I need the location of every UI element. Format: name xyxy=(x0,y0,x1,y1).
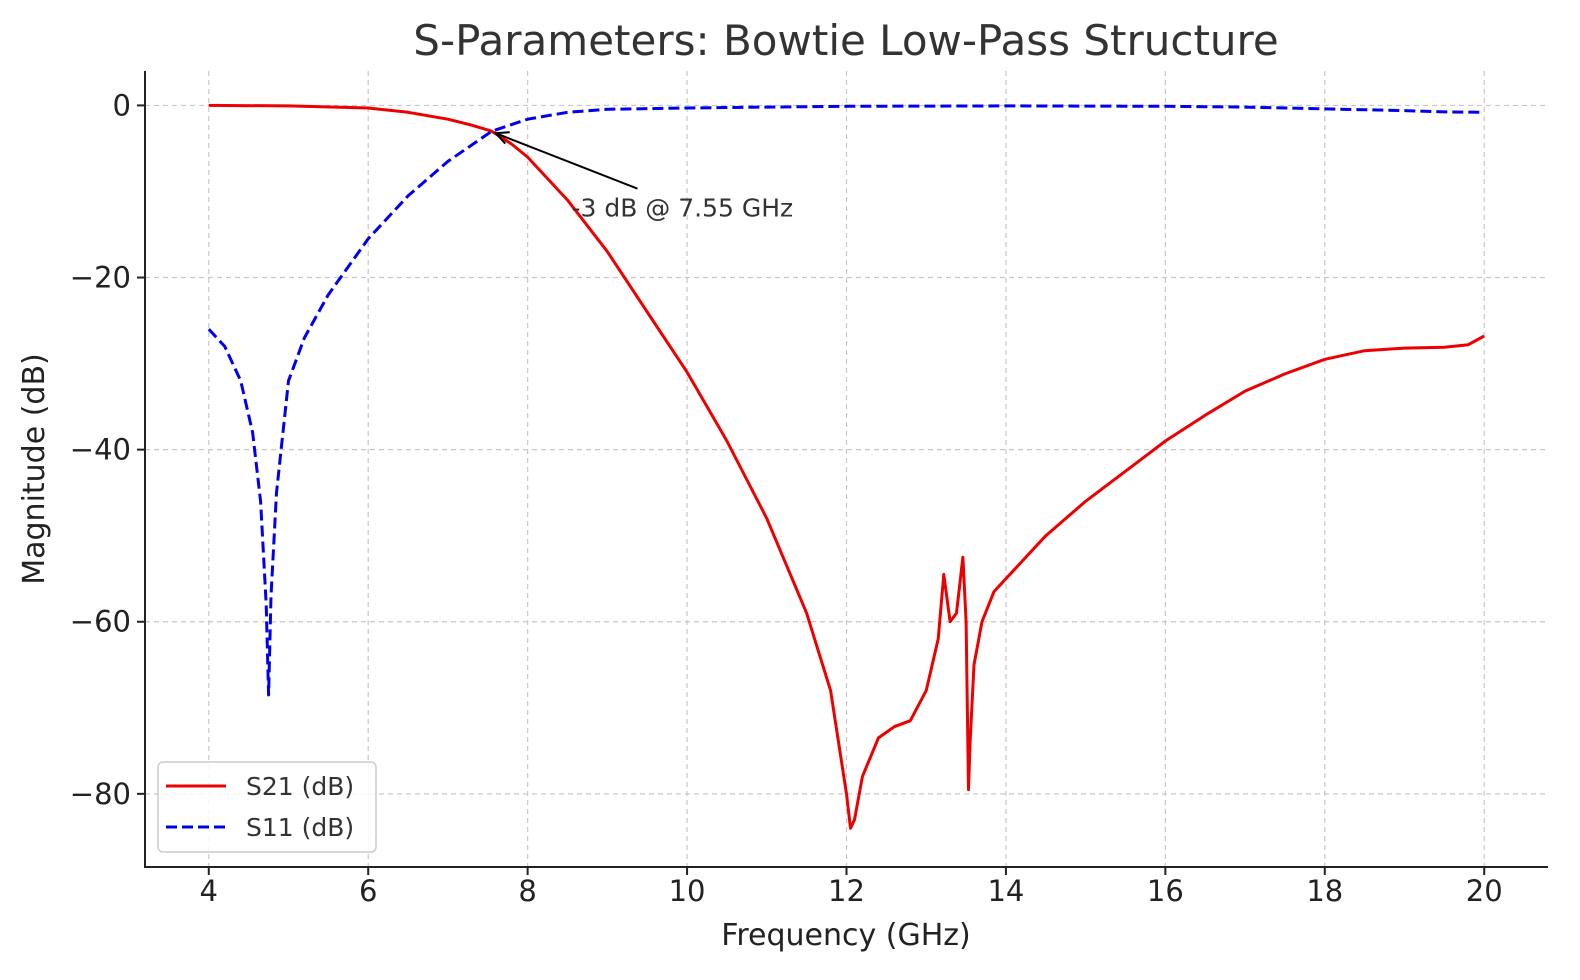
grid-layer xyxy=(145,71,1548,867)
x-tick-label: 4 xyxy=(200,874,218,908)
series-line-s21 xyxy=(208,103,1485,830)
y-tick-label: −80 xyxy=(70,777,131,811)
x-tick-label: 6 xyxy=(359,874,377,908)
y-tick-label: −20 xyxy=(70,261,131,295)
y-tick-label: −60 xyxy=(70,605,131,639)
x-tick-label: 8 xyxy=(518,874,536,908)
legend-label-s11: S11 (dB) xyxy=(246,813,354,842)
chart-title: S-Parameters: Bowtie Low-Pass Structure xyxy=(413,16,1278,65)
legend: S21 (dB) S11 (dB) xyxy=(157,761,377,853)
y-axis-label: Magnitude (dB) xyxy=(17,353,52,585)
x-tick-label: 10 xyxy=(669,874,706,908)
series-line-s11 xyxy=(207,104,1485,697)
x-tick-label: 16 xyxy=(1147,874,1184,908)
x-axis-label: Frequency (GHz) xyxy=(721,918,970,953)
annotation-arrow-head xyxy=(493,131,510,145)
annotation-text: -3 dB @ 7.55 GHz xyxy=(571,194,793,223)
x-tick-label: 20 xyxy=(1466,874,1503,908)
x-tick-label: 18 xyxy=(1306,874,1343,908)
annotation-arrow-line xyxy=(495,132,638,190)
annotation-layer: -3 dB @ 7.55 GHz xyxy=(493,131,793,223)
legend-label-s21: S21 (dB) xyxy=(246,772,354,801)
ticks-layer: 4 6 8 10 12 14 16 18 20 0 −20 −40 −60 −80 xyxy=(70,88,1503,908)
y-tick-label: 0 xyxy=(113,88,131,122)
y-tick-label: −40 xyxy=(70,433,131,467)
series-layer xyxy=(207,103,1485,830)
x-tick-label: 14 xyxy=(987,874,1024,908)
x-tick-label: 12 xyxy=(828,874,865,908)
